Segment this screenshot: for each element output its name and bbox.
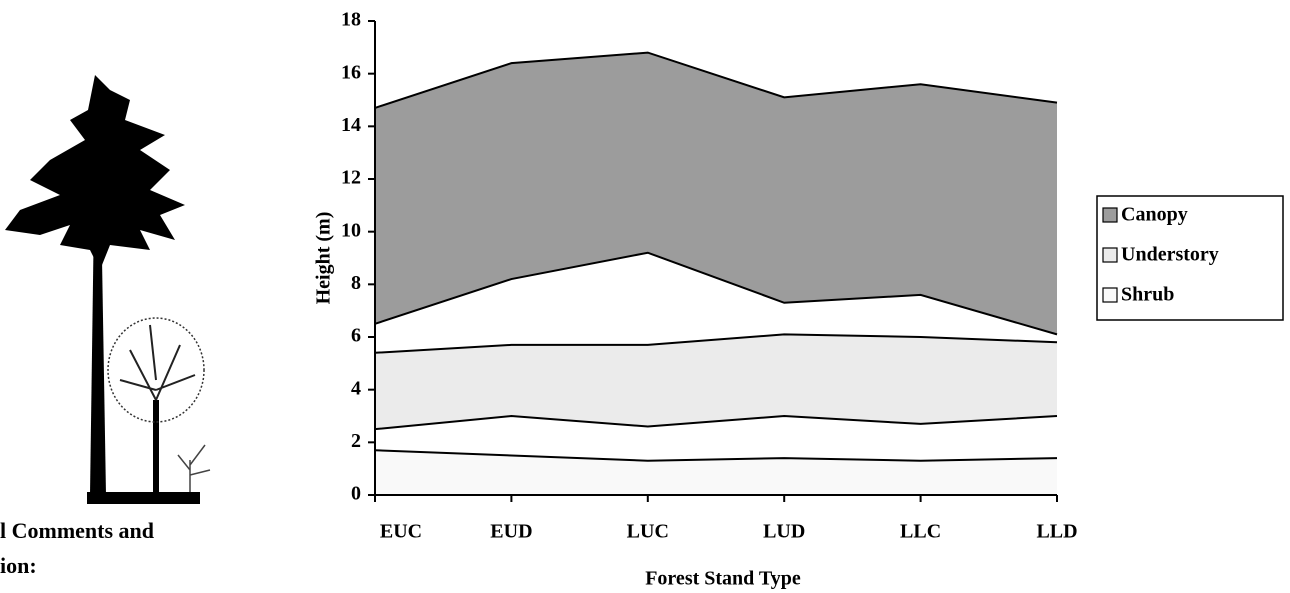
x-tick-label: LLD bbox=[1036, 521, 1077, 543]
legend-label: Shrub bbox=[1121, 284, 1174, 306]
side-text: ion: bbox=[0, 553, 37, 578]
band-top-line bbox=[374, 333, 1058, 354]
band-area bbox=[375, 450, 1057, 495]
legend-label: Canopy bbox=[1121, 204, 1188, 226]
x-axis-label: Forest Stand Type bbox=[645, 568, 801, 590]
y-tick-label: 4 bbox=[351, 377, 361, 399]
y-tick-label: 12 bbox=[341, 167, 361, 189]
band-bottom-line bbox=[374, 251, 1058, 336]
side-text: l Comments and bbox=[0, 518, 154, 543]
x-tick-label: LUC bbox=[627, 521, 669, 543]
band-top-line bbox=[374, 51, 1058, 109]
band-area bbox=[375, 52, 1057, 335]
y-tick-label: 16 bbox=[341, 61, 361, 83]
y-tick-label: 8 bbox=[351, 272, 361, 294]
y-tick-label: 10 bbox=[341, 219, 361, 241]
band-bottom-line bbox=[374, 414, 1058, 431]
legend-swatch bbox=[1102, 287, 1118, 303]
legend-swatch bbox=[1102, 207, 1118, 223]
y-axis-label: Height (m) bbox=[313, 212, 335, 305]
legend-box bbox=[1096, 195, 1284, 321]
band-top-line bbox=[374, 449, 1058, 462]
x-tick-label: EUC bbox=[380, 521, 422, 543]
legend-swatch bbox=[1102, 247, 1118, 263]
x-tick-label: EUD bbox=[490, 521, 532, 543]
y-tick-label: 2 bbox=[351, 430, 361, 452]
y-tick-label: 14 bbox=[341, 114, 361, 136]
tree-illustration bbox=[5, 75, 211, 504]
y-tick-label: 6 bbox=[351, 325, 361, 347]
x-tick-label: LLC bbox=[900, 521, 941, 543]
band-area bbox=[375, 334, 1057, 430]
y-tick-label: 18 bbox=[341, 9, 361, 31]
x-tick-label: LUD bbox=[763, 521, 805, 543]
y-tick-label: 0 bbox=[351, 483, 361, 505]
legend-label: Understory bbox=[1121, 244, 1219, 266]
